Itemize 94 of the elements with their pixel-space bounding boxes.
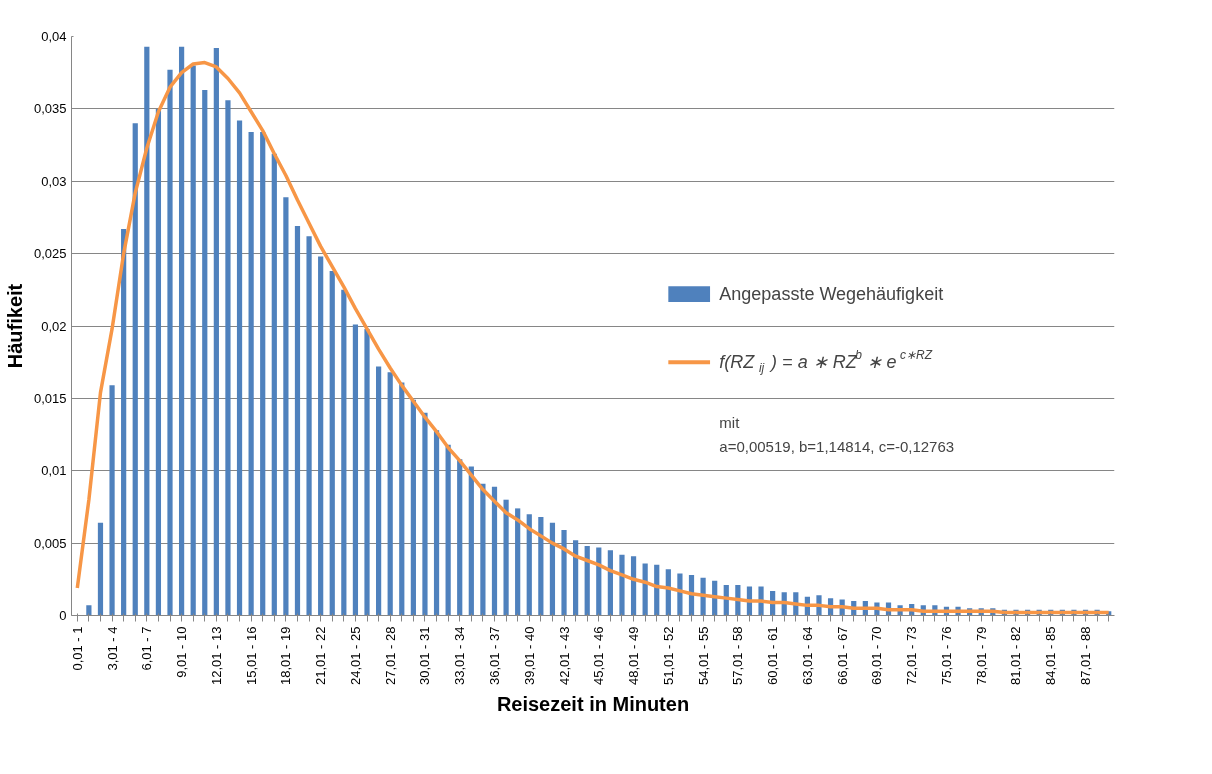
y-tick-label: 0,01 bbox=[41, 463, 67, 479]
bar bbox=[97, 522, 104, 616]
bar bbox=[132, 123, 138, 616]
bar bbox=[202, 90, 208, 616]
x-tick-label: 57,01 - 58 bbox=[730, 626, 746, 686]
bar bbox=[306, 236, 312, 616]
bar bbox=[294, 226, 301, 616]
x-tick-label: 6,01 - 7 bbox=[139, 626, 155, 671]
y-tick-label: 0,03 bbox=[41, 173, 67, 189]
y-tick-label: 0,035 bbox=[33, 101, 67, 117]
bar bbox=[225, 100, 231, 616]
bar bbox=[596, 547, 602, 616]
y-tick-label: 0,02 bbox=[41, 318, 67, 334]
bar bbox=[248, 132, 254, 616]
x-tick-label: 72,01 - 73 bbox=[904, 626, 920, 686]
bar bbox=[561, 530, 567, 616]
bar bbox=[260, 132, 266, 616]
bar bbox=[503, 499, 509, 616]
x-tick-label: 15,01 - 16 bbox=[243, 626, 259, 686]
bar bbox=[491, 486, 498, 616]
bar bbox=[271, 153, 277, 616]
x-tick-label: 18,01 - 19 bbox=[278, 626, 294, 686]
bar bbox=[677, 573, 683, 616]
x-tick-label: 81,01 - 82 bbox=[1008, 626, 1024, 686]
x-tick-label: 69,01 - 70 bbox=[869, 626, 885, 686]
x-tick-label: 27,01 - 28 bbox=[382, 626, 398, 686]
bar bbox=[352, 324, 359, 616]
x-tick-label: 30,01 - 31 bbox=[417, 626, 433, 686]
bar bbox=[549, 522, 556, 616]
bar bbox=[329, 270, 335, 616]
x-tick-label: 78,01 - 79 bbox=[973, 626, 989, 686]
y-tick-label: 0 bbox=[59, 608, 67, 623]
y-tick-label: 0,04 bbox=[41, 29, 67, 44]
bar bbox=[167, 69, 173, 616]
x-tick-label: 36,01 - 37 bbox=[486, 626, 502, 686]
x-tick-label: 84,01 - 85 bbox=[1043, 626, 1059, 686]
x-tick-label: 33,01 - 34 bbox=[452, 626, 468, 686]
y-tick-label: 0,015 bbox=[33, 390, 67, 406]
x-tick-label: 42,01 - 43 bbox=[556, 626, 572, 686]
x-tick-label: 87,01 - 88 bbox=[1078, 626, 1094, 686]
bar bbox=[86, 605, 92, 616]
y-tick-label: 0,025 bbox=[33, 246, 67, 262]
bar bbox=[178, 46, 185, 616]
x-tick-label: 24,01 - 25 bbox=[347, 626, 363, 686]
bar bbox=[364, 328, 370, 616]
x-tick-label: 39,01 - 40 bbox=[521, 626, 537, 686]
annotation: a=0,00519, b=1,14814, c=-0,12763 bbox=[719, 437, 955, 455]
x-tick-label: 75,01 - 76 bbox=[938, 626, 954, 686]
bar bbox=[283, 197, 289, 616]
bar bbox=[607, 550, 613, 616]
bar bbox=[480, 483, 486, 616]
x-tick-label: 0,01 - 1 bbox=[69, 626, 85, 671]
bar bbox=[538, 517, 544, 616]
x-axis-title: Reisezeit in Minuten bbox=[496, 693, 690, 716]
bar bbox=[700, 577, 706, 616]
y-tick-label: 0,005 bbox=[33, 535, 67, 551]
line-series bbox=[75, 60, 1111, 615]
x-tick-label: 63,01 - 64 bbox=[799, 626, 815, 686]
x-tick-label: 3,01 - 4 bbox=[104, 626, 120, 671]
x-tick-label: 21,01 - 22 bbox=[313, 626, 329, 686]
x-tick-label: 12,01 - 13 bbox=[208, 626, 224, 686]
bar bbox=[433, 430, 440, 616]
bar bbox=[468, 466, 474, 616]
bar bbox=[573, 540, 579, 616]
bar bbox=[410, 399, 416, 616]
annotation: mit bbox=[719, 414, 741, 432]
bar bbox=[318, 256, 324, 616]
x-tick-label: 45,01 - 46 bbox=[591, 626, 607, 686]
x-tick-label: 66,01 - 67 bbox=[834, 626, 850, 686]
bar bbox=[121, 229, 127, 616]
x-tick-label: 54,01 - 55 bbox=[695, 626, 711, 686]
bar bbox=[399, 382, 405, 616]
bar bbox=[341, 289, 347, 616]
bar bbox=[109, 385, 115, 616]
bar bbox=[376, 366, 382, 616]
bar bbox=[619, 554, 625, 616]
bar bbox=[190, 65, 196, 616]
bar bbox=[144, 46, 150, 616]
bar bbox=[387, 372, 393, 616]
bar bbox=[445, 444, 451, 616]
legend-label: Angepasste Wegehäufigkeit bbox=[719, 284, 944, 305]
x-tick-label: 60,01 - 61 bbox=[765, 626, 781, 686]
x-tick-label: 48,01 - 49 bbox=[626, 626, 642, 686]
bar bbox=[213, 48, 219, 616]
bar bbox=[457, 459, 463, 616]
y-axis-title: Häufikeit bbox=[3, 283, 26, 369]
x-tick-label: 51,01 - 52 bbox=[660, 626, 676, 686]
bar bbox=[515, 508, 521, 616]
bar bbox=[236, 120, 243, 616]
bar bbox=[584, 546, 590, 616]
x-tick-label: 9,01 - 10 bbox=[174, 626, 190, 678]
bar bbox=[155, 108, 162, 616]
bar bbox=[526, 514, 532, 616]
bar bbox=[422, 412, 428, 616]
